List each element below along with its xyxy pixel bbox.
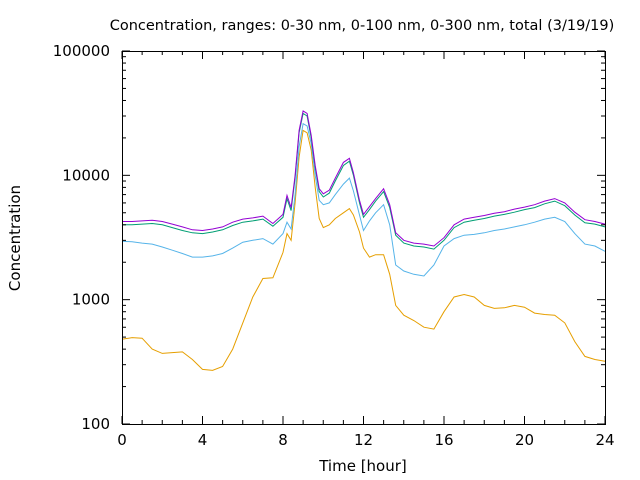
x-tick-label: 8 <box>278 431 288 449</box>
y-tick-label: 100000 <box>53 42 110 60</box>
series-line-3 <box>122 112 606 250</box>
y-tick-label: 1000 <box>72 291 110 309</box>
y-axis-label: Concentration <box>6 185 24 291</box>
x-tick-label: 12 <box>354 431 373 449</box>
chart-title: Concentration, ranges: 0-30 nm, 0-100 nm… <box>110 18 615 34</box>
y-tick-label: 100 <box>81 415 110 433</box>
y-tick-label: 10000 <box>62 166 110 184</box>
x-tick-label: 4 <box>198 431 208 449</box>
x-tick-label: 16 <box>434 431 453 449</box>
series-line-1 <box>121 129 606 371</box>
ticks-layer: 0 4 8 12 16 20 24 100 1000 10000 100000 <box>53 42 615 449</box>
x-tick-label: 24 <box>595 431 614 449</box>
series-line-4 <box>122 110 606 247</box>
x-tick-label: 20 <box>515 431 534 449</box>
plot-frame <box>122 51 606 425</box>
series-layer <box>121 110 606 371</box>
x-axis-label: Time [hour] <box>318 457 407 475</box>
series-line-2 <box>121 122 606 277</box>
x-tick-label: 0 <box>117 431 127 449</box>
